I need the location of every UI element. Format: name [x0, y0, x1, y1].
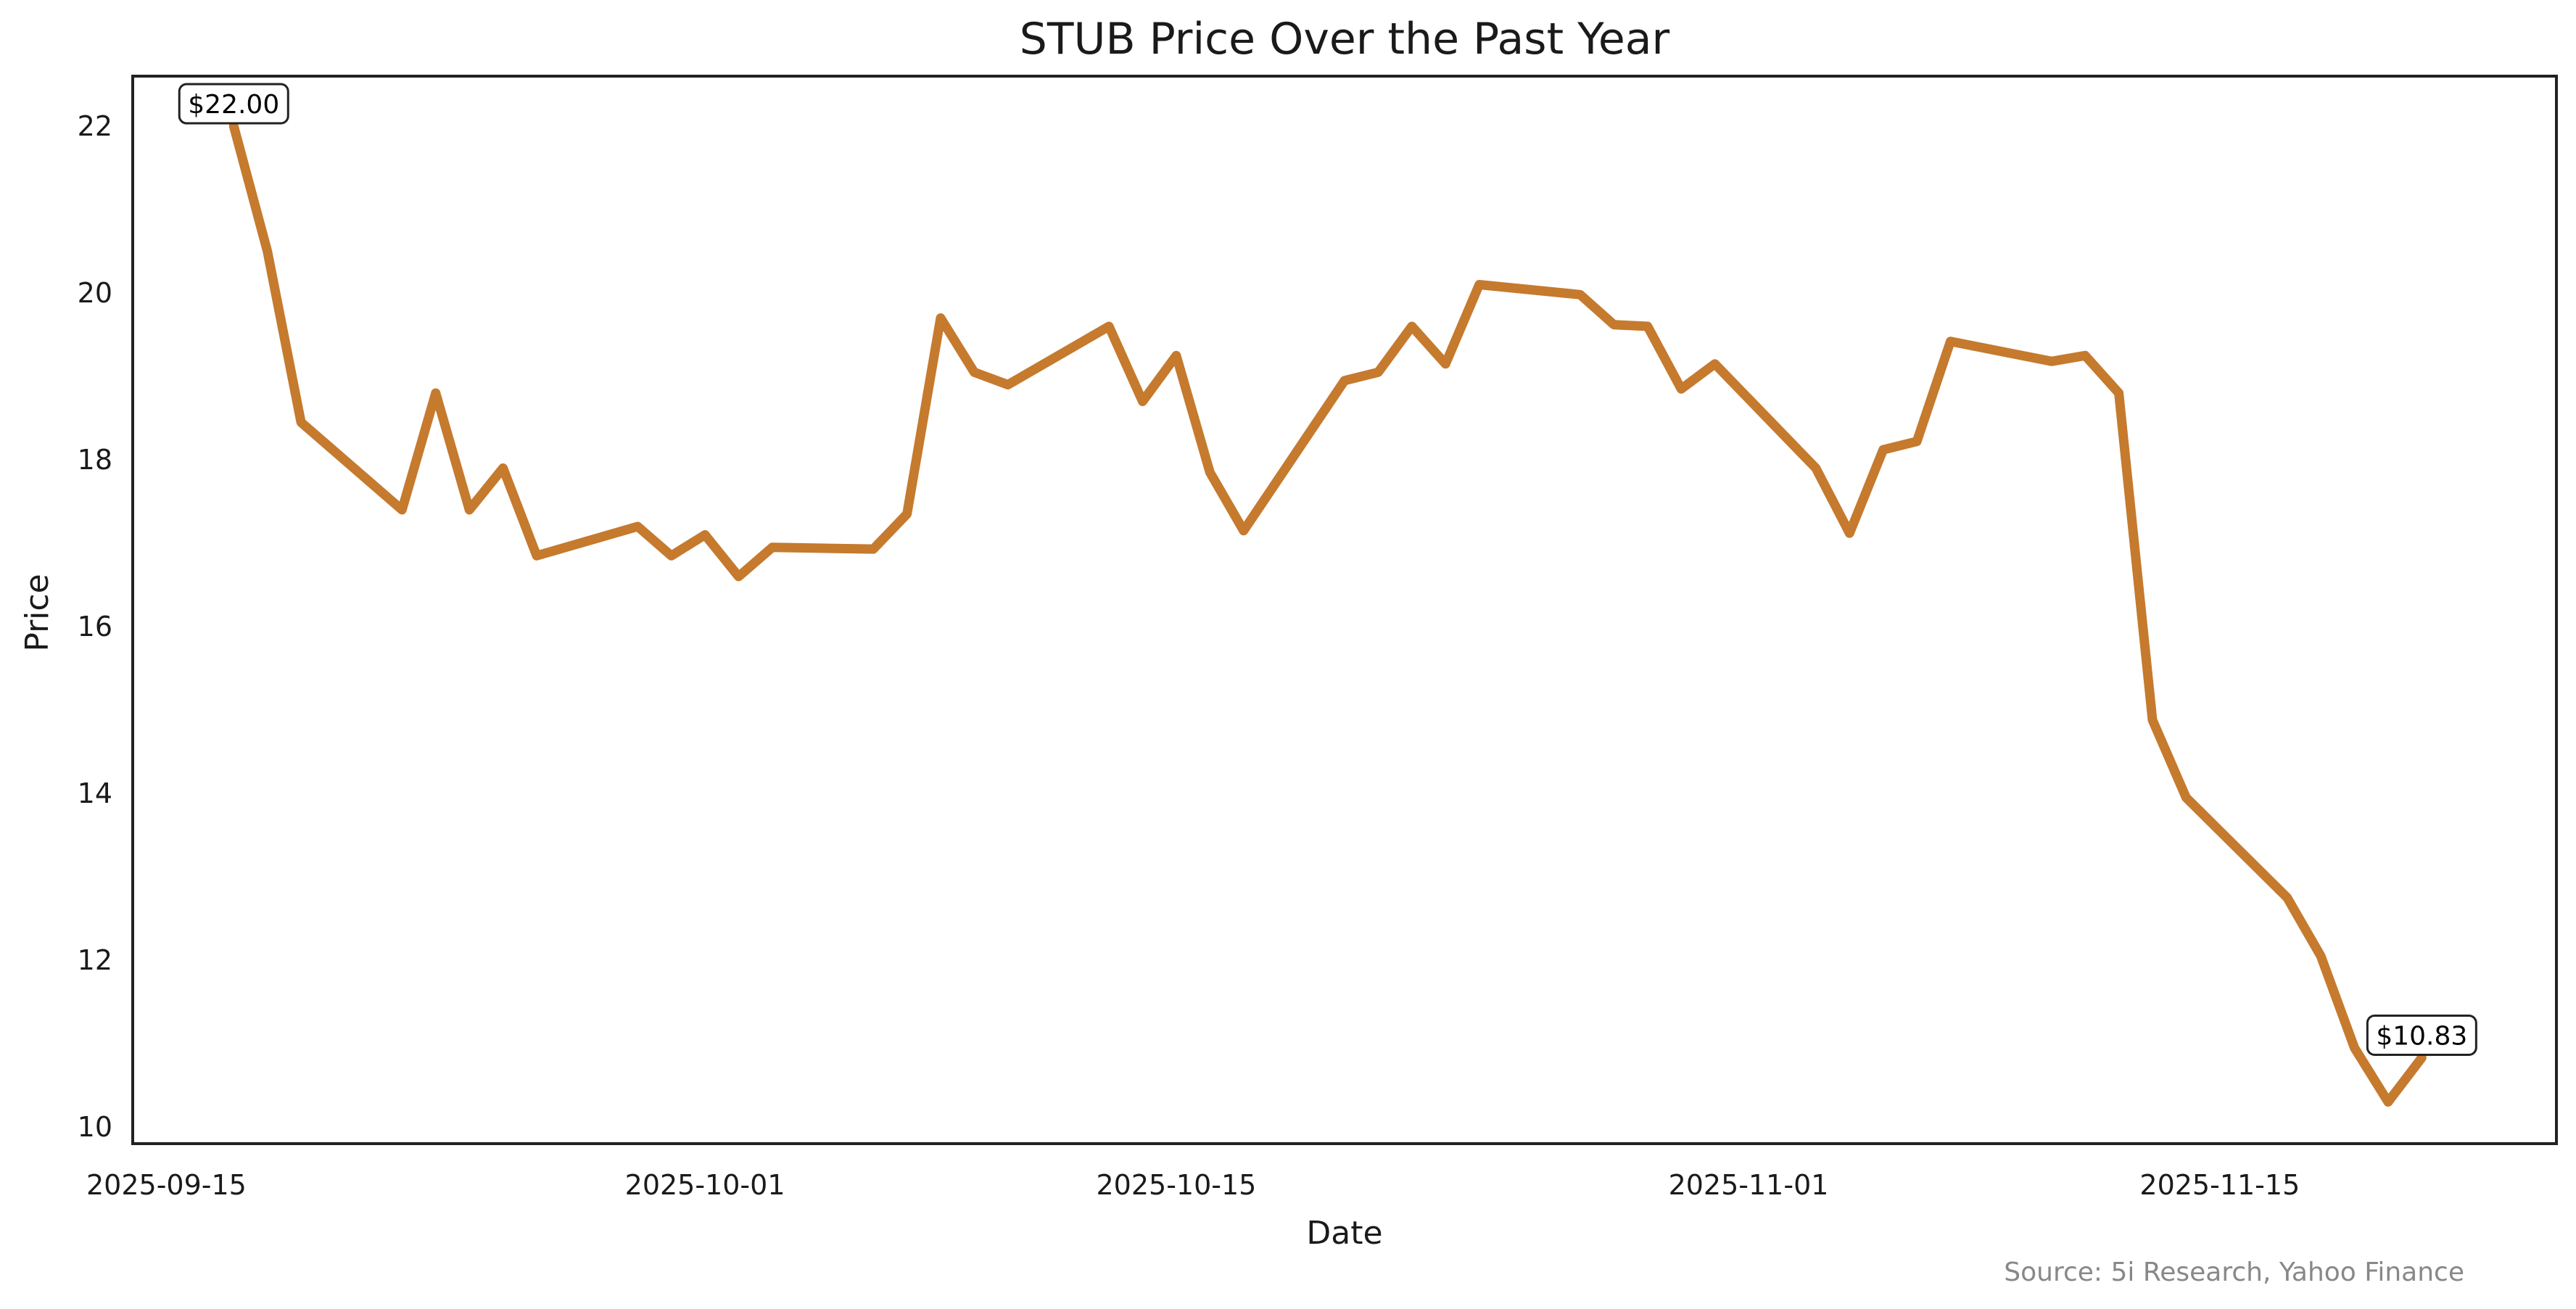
x-tick-label: 2025-09-15 — [86, 1169, 247, 1201]
y-tick-label: 20 — [78, 277, 112, 309]
price-annotation: $10.83 — [2366, 1015, 2477, 1057]
y-tick-label: 18 — [78, 444, 112, 476]
annotation-box — [2366, 1015, 2477, 1057]
annotation-label: $22.00 — [188, 90, 279, 120]
series-line-stub — [228, 121, 2427, 1107]
chart-title: STUB Price Over the Past Year — [1020, 14, 1670, 65]
annotation-box — [178, 83, 289, 125]
y-tick-label: 16 — [78, 611, 112, 643]
y-tick-label: 12 — [78, 944, 112, 976]
plot-frame — [131, 75, 2558, 1145]
y-tick-label: 22 — [78, 110, 112, 142]
annotation-label: $10.83 — [2376, 1022, 2467, 1052]
ticks-layer: 10 12 14 16 18 20 22 2025-09-15 2025-10-01 2025-1… — [78, 110, 2300, 1201]
x-tick-label: 2025-10-15 — [1096, 1169, 1256, 1201]
x-tick-label: 2025-11-15 — [2139, 1169, 2300, 1201]
y-tick-label: 14 — [78, 777, 112, 809]
price-annotation: $22.00 — [178, 83, 289, 125]
y-tick-label: 10 — [78, 1111, 112, 1143]
x-tick-label: 2025-10-01 — [625, 1169, 785, 1201]
x-axis-label: Date — [1306, 1215, 1382, 1252]
y-axis-label: Price — [19, 574, 56, 651]
annotations-layer: $22.00 $10.83 — [178, 83, 2477, 1057]
x-tick-label: 2025-11-01 — [1669, 1169, 1829, 1201]
source-note: Source: 5i Research, Yahoo Finance — [2004, 1258, 2464, 1287]
series-layer — [228, 121, 2427, 1107]
